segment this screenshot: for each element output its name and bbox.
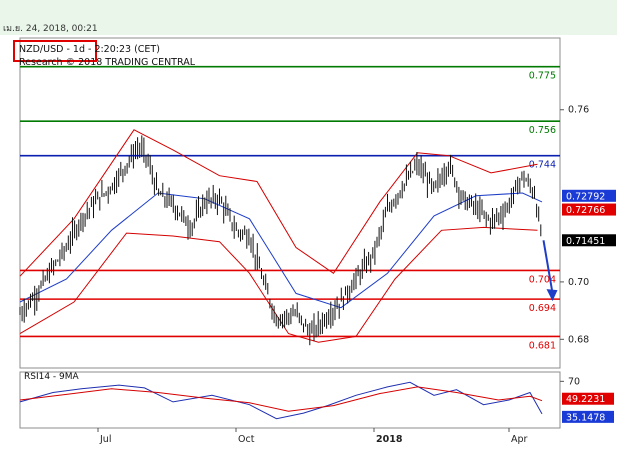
bollinger-upper-line — [19, 129, 538, 277]
x-tick-label: Apr — [511, 434, 528, 445]
ticker-highlight-box — [13, 40, 97, 62]
x-tick-label: 2018 — [376, 434, 403, 445]
price-tag — [562, 203, 616, 216]
level-label: 0.704 — [529, 274, 556, 285]
timestamp-text: เม.ย. 24, 2018, 00:21 — [3, 24, 98, 34]
rsi-y-tick-label: 70 — [568, 376, 580, 387]
rsi-series-line — [19, 381, 543, 420]
chart-subtitle: Research © 2018 TRADING CENTRAL — [19, 57, 195, 68]
price-y-tick-label: 0.70 — [568, 277, 589, 288]
level-label: 0.681 — [529, 340, 556, 351]
rsi-title: RSI14 - 9MA — [24, 372, 79, 382]
price-tag — [562, 189, 616, 202]
rsi-plot-frame — [19, 371, 561, 429]
price-plot-frame — [19, 37, 561, 369]
price-tag-label: 0.71451 — [566, 236, 605, 247]
price-tag — [562, 234, 616, 247]
rsi-panel: 70 49.2231 35.1478 — [19, 371, 614, 429]
price-y-tick-label: 0.76 — [568, 105, 589, 116]
forecast-arrow-head — [546, 289, 558, 302]
x-tick-label: Jul — [99, 434, 111, 445]
level-label: 0.694 — [529, 303, 556, 314]
rsi-value-tag-label: 49.2231 — [566, 394, 605, 405]
x-axis: Jul Oct 2018 Apr — [97, 428, 528, 445]
level-label: 0.744 — [529, 160, 556, 171]
price-tag-label: 0.72792 — [566, 191, 605, 202]
price-tag-label: 0.72766 — [566, 205, 605, 216]
forecast-arrow-shaft — [542, 240, 554, 294]
rsi-value-tag-label: 35.1478 — [566, 412, 605, 423]
price-y-tick-label: 0.68 — [568, 334, 589, 345]
rsi-value-tag — [562, 392, 614, 405]
bollinger-lower-line — [19, 226, 538, 343]
chart-title: NZD/USD - 1d - 2:20:23 (CET) — [19, 44, 160, 55]
price-panel: 0.76 0.70 0.68 0.775 0.756 0.744 0.704 0.694 0.6… — [19, 37, 616, 369]
level-label: 0.756 — [529, 125, 556, 136]
rsi-value-tag — [562, 410, 614, 423]
x-tick-label: Oct — [238, 434, 255, 445]
level-label: 0.775 — [529, 71, 556, 82]
rsi-series-line — [19, 386, 543, 412]
top-status-bar: เม.ย. 24, 2018, 00:21 — [0, 0, 617, 35]
